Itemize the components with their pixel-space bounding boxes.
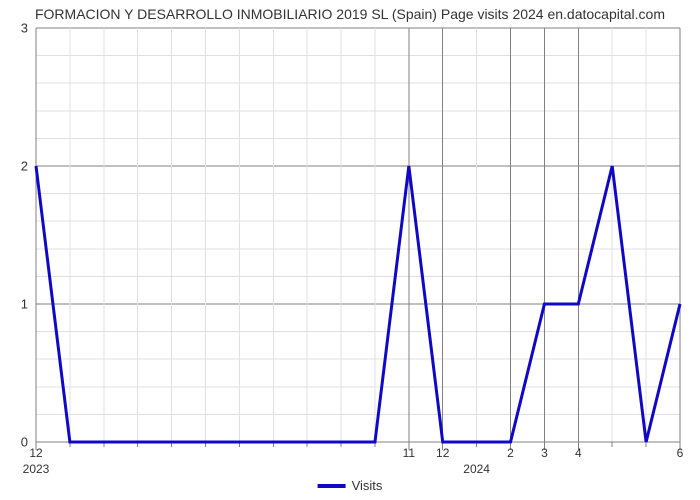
x-tick-label: 12 <box>436 446 449 460</box>
legend-swatch <box>318 484 346 488</box>
x-year-label: 2024 <box>463 462 490 476</box>
x-tick-label: 4 <box>575 446 582 460</box>
x-tick-label: 12 <box>29 446 42 460</box>
x-tick-label: 6 <box>677 446 684 460</box>
chart-plot-area: 0123121112234620232024 <box>36 28 680 442</box>
legend-label: Visits <box>352 478 383 493</box>
y-tick-label: 3 <box>16 21 28 36</box>
chart-legend: Visits <box>318 478 383 493</box>
x-year-label: 2023 <box>23 462 50 476</box>
chart-title: FORMACION Y DESARROLLO INMOBILIARIO 2019… <box>0 6 700 22</box>
x-tick-label: 3 <box>541 446 548 460</box>
chart-svg <box>36 28 680 442</box>
visits-chart: FORMACION Y DESARROLLO INMOBILIARIO 2019… <box>0 0 700 500</box>
y-tick-label: 1 <box>16 297 28 312</box>
x-tick-label: 11 <box>403 446 415 460</box>
x-tick-label: 2 <box>507 446 514 460</box>
y-tick-label: 0 <box>16 435 28 450</box>
y-tick-label: 2 <box>16 159 28 174</box>
